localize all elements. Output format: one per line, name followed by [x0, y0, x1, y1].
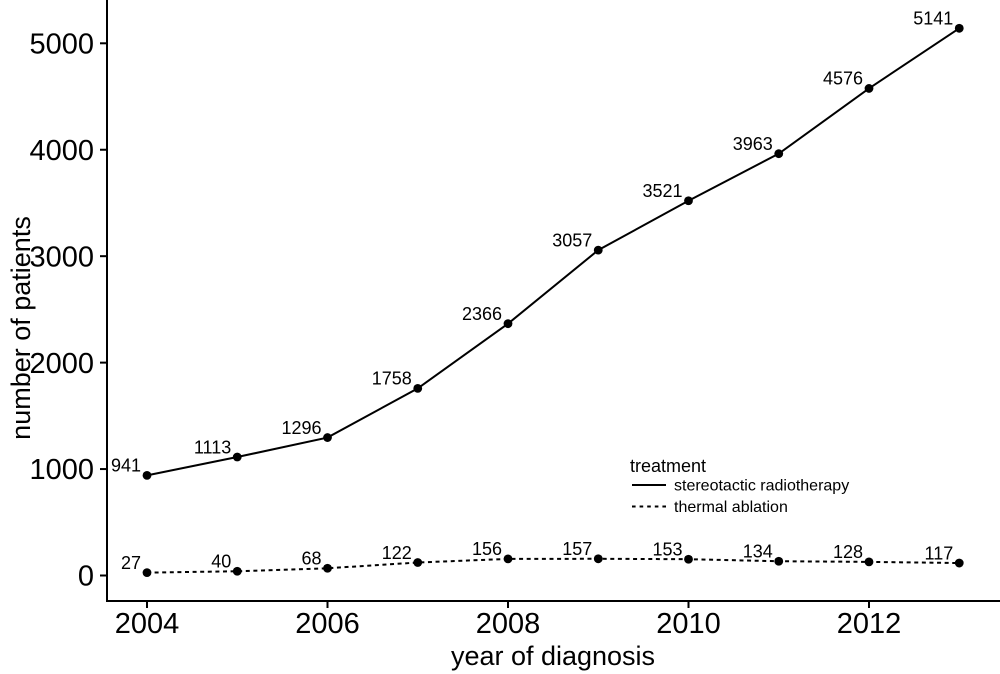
data-point-label: 5141: [913, 9, 953, 29]
x-tick-label: 2010: [656, 608, 721, 640]
data-point-label: 1296: [281, 418, 321, 438]
data-point: [593, 554, 603, 564]
series-line-stereotactic-radiotherapy: [146, 27, 960, 477]
data-point-label: 40: [211, 552, 231, 572]
y-axis-title: number of patients: [6, 216, 36, 440]
data-point: [593, 245, 603, 255]
y-tick-label: 1000: [29, 454, 94, 486]
data-point: [774, 556, 784, 566]
series-line-thermal-ablation: [146, 557, 960, 574]
data-point: [503, 319, 513, 329]
x-tick-label: 2008: [476, 608, 541, 640]
data-point: [774, 149, 784, 159]
data-point: [503, 554, 513, 564]
x-tick-label: 2012: [837, 608, 902, 640]
data-point: [954, 558, 964, 568]
data-point: [954, 23, 964, 33]
data-point-label: 3521: [642, 181, 682, 201]
data-point-label: 156: [472, 539, 502, 559]
data-point-label: 128: [833, 542, 863, 562]
y-tick-label: 2000: [29, 348, 94, 380]
x-tick-label: 2006: [295, 608, 360, 640]
data-point-label: 4576: [823, 69, 863, 89]
data-point-label: 3057: [552, 230, 592, 250]
y-tick-label: 0: [78, 561, 94, 593]
data-point: [864, 84, 874, 93]
data-point-label: 117: [925, 543, 954, 563]
data-point: [142, 568, 152, 578]
data-point: [413, 558, 423, 567]
data-point-label: 27: [121, 553, 141, 573]
data-point-label: 134: [743, 542, 773, 562]
data-point: [684, 196, 693, 206]
data-point: [323, 563, 332, 573]
x-tick-label: 2004: [115, 608, 180, 640]
data-point-label: 122: [382, 543, 412, 563]
data-point: [142, 470, 152, 480]
data-point: [232, 566, 242, 576]
data-point-label: 941: [111, 456, 141, 476]
data-point-label: 2366: [462, 304, 502, 324]
data-point-label: 157: [562, 539, 592, 559]
legend-title: treatment: [630, 456, 706, 476]
x-axis-title: year of diagnosis: [451, 641, 655, 671]
data-point: [413, 383, 423, 393]
data-point: [323, 433, 332, 442]
data-point: [232, 452, 242, 462]
legend-item-label: stereotactic radiotherapy: [674, 478, 849, 495]
data-point-label: 3963: [733, 134, 773, 154]
y-tick-label: 3000: [29, 241, 94, 273]
legend-item-label: thermal ablation: [674, 499, 788, 516]
data-point-label: 153: [652, 540, 682, 560]
data-point-label: 68: [301, 549, 321, 569]
y-tick-label: 5000: [29, 28, 94, 60]
data-point: [684, 554, 693, 564]
y-tick-label: 4000: [29, 135, 94, 167]
data-point-label: 1758: [372, 369, 412, 389]
data-point-label: 1113: [194, 437, 231, 457]
data-point: [864, 557, 874, 567]
